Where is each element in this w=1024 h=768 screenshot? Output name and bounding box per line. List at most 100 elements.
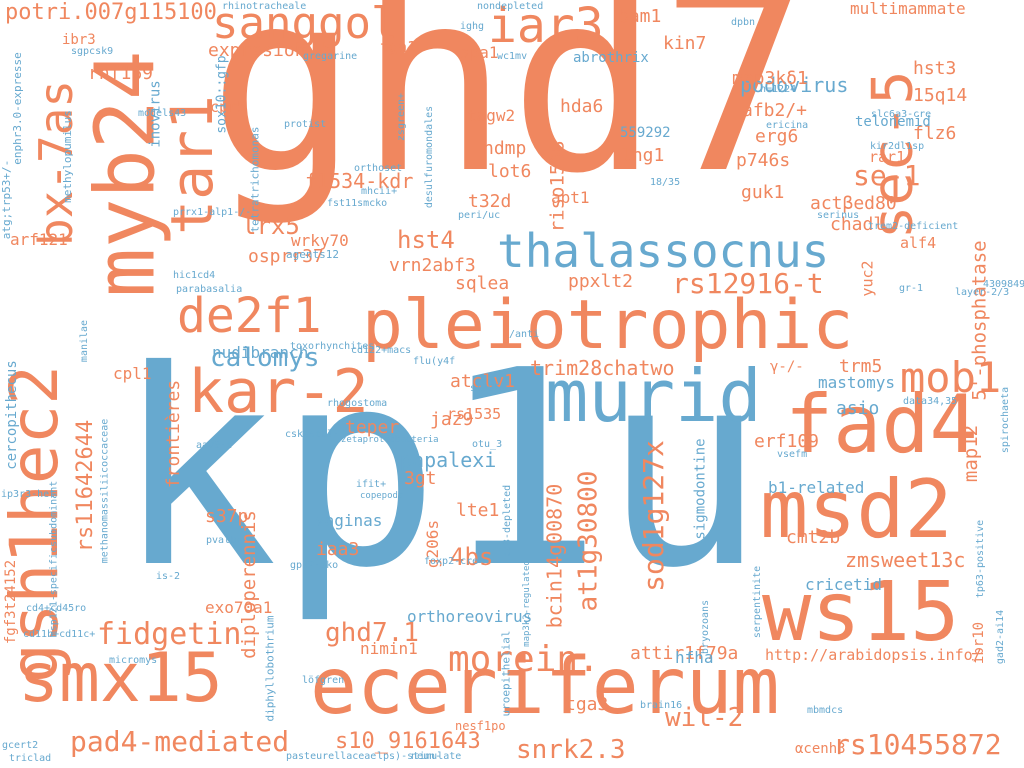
word-bryozoans: bryozoans bbox=[700, 599, 712, 655]
word-parabasalia: parabasalia bbox=[176, 284, 243, 295]
word-gr-1: gr-1 bbox=[899, 283, 924, 294]
word-wrky70: wrky70 bbox=[291, 231, 349, 250]
word-gregarine: gregarine bbox=[303, 51, 358, 62]
word-15q14: 15q14 bbox=[913, 85, 968, 106]
word-orthoreovirus: orthoreovirus bbox=[407, 607, 533, 626]
word-manilae: manilae bbox=[79, 319, 91, 363]
word-dpbn: dpbn bbox=[731, 17, 756, 28]
word-fronti-res: frontières bbox=[163, 379, 185, 489]
word-sox10-gfp: sox10::gfp bbox=[214, 54, 230, 134]
word-rs10455872: rs10455872 bbox=[833, 728, 1002, 761]
word-kir2dl1sp: kir2dl1sp bbox=[870, 141, 925, 152]
word-ifit: ifit+ bbox=[356, 479, 387, 490]
word-mhcii: mhcii+ bbox=[361, 186, 398, 197]
word-slc6a3-cre: slc6a3-cre bbox=[871, 109, 932, 120]
word-http-arabidopsis-info: http://arabidopsis.info/ bbox=[765, 646, 982, 664]
word-ws15: ws15 bbox=[762, 565, 960, 660]
word-hic1cd4: hic1cd4 bbox=[173, 270, 216, 281]
word-desulfuromondales: desulfuromondales bbox=[424, 105, 436, 209]
word-tga3: tga3 bbox=[565, 694, 609, 715]
word-hst3: hst3 bbox=[913, 58, 957, 79]
word-cricetid: cricetid bbox=[805, 575, 883, 594]
word-methanomassiliicoccaceae: methanomassiliicoccaceae bbox=[98, 418, 110, 563]
word-trim28chatwo: trim28chatwo bbox=[530, 356, 675, 380]
word-agents12: agents12 bbox=[286, 248, 339, 261]
word-fst11smcko: fst11smcko bbox=[327, 198, 388, 209]
word-attir1f79a: attir1f79a bbox=[630, 643, 739, 664]
word-p746s: p746s bbox=[736, 150, 791, 171]
word-559292: 559292 bbox=[620, 125, 671, 141]
word-atclv1: atclv1 bbox=[450, 371, 516, 392]
word-potri-007g115100: potri.007g115100 bbox=[5, 0, 217, 25]
word-toxorhynchites: toxorhynchites bbox=[290, 341, 375, 352]
word-cpr5: cpr5 bbox=[210, 98, 247, 116]
word-riso1508: riso1508 bbox=[545, 140, 568, 232]
word-arf121: arf121 bbox=[10, 230, 68, 249]
word-murid: murid bbox=[545, 354, 762, 438]
word-fgf3t24152: fgf3t24152 bbox=[3, 559, 20, 645]
word-tp63-positive: tp63-positive bbox=[975, 519, 987, 599]
word-brain16: brain16 bbox=[640, 700, 683, 711]
word-5-phosphatase: 5'-phosphatase bbox=[968, 239, 991, 401]
word-vaginas: vaginas bbox=[315, 511, 383, 530]
word-serpentinite: serpentinite bbox=[752, 565, 764, 639]
word-cskascbl: cskascbl-/- bbox=[285, 429, 352, 440]
word-sod1g127x: sod1g127x bbox=[636, 440, 670, 592]
word-lps-stimulate: lps)-stimulate bbox=[377, 751, 462, 762]
word-rs11642644: rs11642644 bbox=[73, 419, 99, 553]
word-yuc2: yuc2 bbox=[858, 259, 877, 297]
word-bam1: bam1 bbox=[618, 6, 662, 27]
word-n-1224: n=1224 bbox=[760, 84, 797, 95]
word-f1534-kdr: f1534-kdr bbox=[305, 169, 414, 193]
word-rar1: rar1 bbox=[869, 148, 906, 166]
word-ppxlt2: ppxlt2 bbox=[568, 271, 634, 292]
word-rhinotracheale: rhinotracheale bbox=[222, 1, 307, 12]
word-msp121-specificsubdominant: msp121-specificsubdominant bbox=[47, 480, 59, 637]
word-t32d: t32d bbox=[468, 191, 512, 212]
word-hda6: hda6 bbox=[560, 96, 604, 117]
word-sqlea: sqlea bbox=[455, 273, 510, 294]
word-telonemid: telonemid bbox=[855, 114, 931, 130]
word-layer-2-3: layer-2/3 bbox=[955, 287, 1010, 298]
word-hst4: hst4 bbox=[397, 226, 455, 254]
word-tagw2: tagw2 bbox=[467, 106, 516, 125]
word-ghd7-1: ghd7.1 bbox=[325, 618, 419, 648]
word-tga1: tga1 bbox=[380, 38, 417, 56]
word-map3k-1: map3kδ1 bbox=[732, 68, 808, 89]
word-hfha: hfha bbox=[675, 648, 714, 667]
word-atg-trp53: atg;trp53+/- bbox=[0, 159, 14, 240]
word-act-ed80: actβed80 bbox=[810, 193, 897, 214]
word-kin7: kin7 bbox=[663, 33, 707, 54]
word-ghd7: ghd7 bbox=[208, 0, 811, 228]
word-alf4: alf4 bbox=[900, 234, 937, 252]
word-ighg: ighg bbox=[460, 21, 485, 32]
word-pad4-mediated: pad4-mediated bbox=[70, 725, 290, 758]
word-models43: models43 bbox=[138, 108, 187, 119]
word-4309849: 4309849 bbox=[983, 279, 1024, 290]
word-hdmp: hdmp bbox=[483, 138, 527, 159]
word-map12: map12 bbox=[960, 424, 983, 483]
word-lng1: lng1 bbox=[621, 145, 665, 166]
word-erg6: erg6 bbox=[755, 126, 799, 147]
word-sanggol: sanggol bbox=[212, 0, 398, 49]
word-aav9-c: aav9-c bbox=[196, 440, 233, 451]
word-serinus: serinus bbox=[817, 210, 860, 221]
word-enphr3-0-expresse: enphr3.0-expresse bbox=[10, 52, 24, 165]
word-mastomys: mastomys bbox=[818, 373, 896, 392]
word-snrk2-3: snrk2.3 bbox=[516, 735, 626, 765]
word-3gt: 3gt bbox=[404, 468, 437, 489]
word-wc1mv: wc1mv bbox=[497, 51, 528, 62]
word-iar3: iar3 bbox=[488, 0, 604, 54]
word-cd8-depleted: cd8-depleted bbox=[502, 484, 514, 558]
word-abrothrix: abrothrix bbox=[573, 50, 649, 66]
word-4bs: 4bs bbox=[450, 543, 494, 571]
word-asio: asio bbox=[836, 398, 880, 419]
word-map3k2-regulated: map3k2-regulated bbox=[521, 560, 532, 647]
word-diphyllobothrium: diphyllobothrium bbox=[262, 615, 276, 721]
word-sgpcsk9: sgpcsk9 bbox=[71, 46, 114, 57]
word-kp1u: kp1u bbox=[115, 312, 766, 627]
word-micromys: micromys bbox=[109, 655, 158, 666]
word-zetaproteobacteria: zetaproteobacteria bbox=[341, 435, 439, 445]
word-flu-y4f: flu(y4f bbox=[413, 356, 456, 367]
word-orthoset: orthoset bbox=[354, 163, 403, 174]
